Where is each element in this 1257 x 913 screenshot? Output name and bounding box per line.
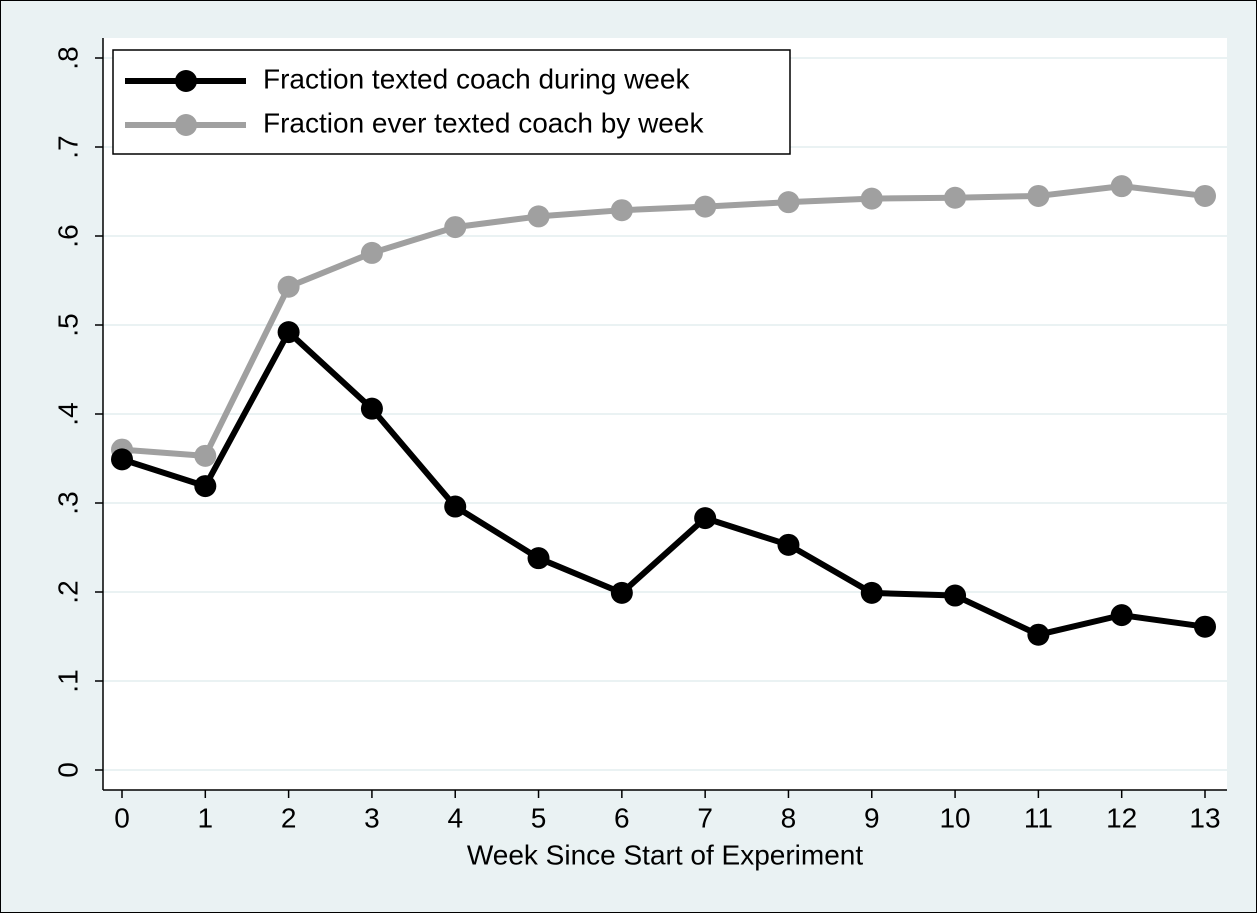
y-tick-label: .1	[52, 669, 83, 692]
point	[444, 216, 467, 239]
x-tick-label: 4	[447, 802, 463, 833]
y-tick-label: .5	[52, 313, 83, 336]
point	[111, 448, 133, 471]
x-tick-label: 2	[281, 802, 297, 833]
x-tick-label: 3	[364, 802, 380, 833]
series-line	[121, 183, 1206, 459]
x-tick-label: 13	[1189, 802, 1220, 833]
y-tick-label: 0	[52, 762, 83, 778]
x-tick-label: 8	[781, 802, 797, 833]
y-tick-label: .2	[52, 580, 83, 603]
point	[1110, 604, 1133, 627]
point	[527, 205, 550, 228]
point	[694, 507, 717, 530]
point	[610, 581, 633, 604]
point	[444, 495, 467, 518]
point	[1110, 175, 1133, 198]
x-tick-label: 11	[1024, 802, 1053, 833]
point	[194, 475, 217, 498]
x-tick-label: 12	[1106, 802, 1137, 833]
point	[610, 199, 633, 222]
point	[1194, 184, 1216, 207]
point	[777, 533, 800, 556]
point	[360, 241, 383, 264]
point	[277, 321, 300, 344]
y-tick-label: .8	[52, 46, 83, 69]
x-tick-label: 6	[614, 802, 630, 833]
x-tick-label: 7	[697, 802, 713, 833]
point	[694, 195, 717, 218]
x-tick-label: 0	[114, 802, 130, 833]
point	[1027, 623, 1050, 646]
y-tick-label: .7	[52, 135, 83, 158]
legend-label: Fraction texted coach during week	[263, 63, 690, 94]
y-tick-label: .3	[52, 491, 83, 514]
point	[1027, 184, 1050, 207]
legend-label: Fraction ever texted coach by week	[263, 107, 704, 138]
x-tick-label: 9	[864, 802, 880, 833]
y-tick-label: .6	[52, 224, 83, 247]
point	[277, 275, 300, 298]
point	[1194, 615, 1216, 638]
point	[944, 584, 967, 607]
point	[360, 397, 383, 420]
point	[860, 581, 883, 604]
y-tick-label: .4	[52, 402, 83, 425]
x-tick-label: 10	[939, 802, 970, 833]
point	[860, 187, 883, 210]
point	[194, 444, 217, 467]
point	[527, 547, 550, 570]
series-line	[121, 329, 1206, 638]
point	[944, 186, 967, 209]
x-tick-label: 5	[531, 802, 547, 833]
x-tick-label: 1	[198, 802, 214, 833]
legend-marker	[175, 114, 197, 136]
point	[777, 191, 800, 214]
legend-marker	[175, 70, 197, 92]
x-axis-title: Week Since Start of Experiment	[467, 839, 864, 870]
legend-box	[112, 49, 791, 155]
